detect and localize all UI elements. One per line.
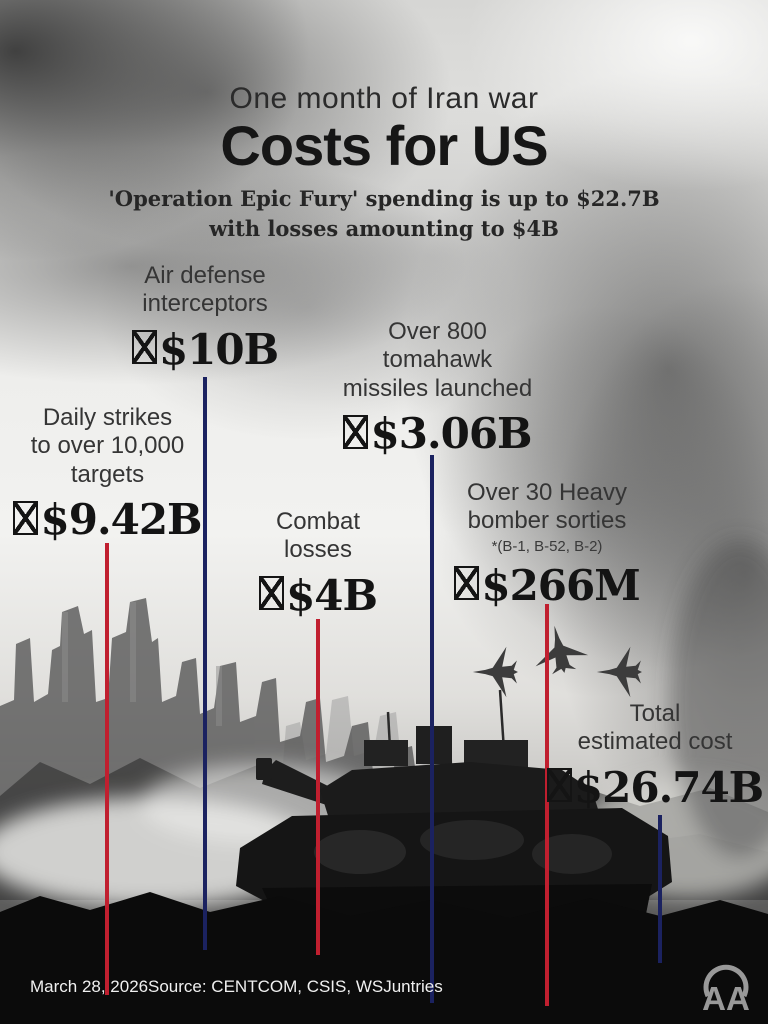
stat-value: $10B bbox=[85, 325, 325, 374]
battle-tank-silhouette bbox=[236, 689, 672, 954]
stat-label: Total estimated cost bbox=[577, 700, 733, 756]
stat-value-text: $4B bbox=[286, 570, 378, 620]
stat-label: Air defense interceptors bbox=[142, 262, 268, 318]
page-title: Costs for US bbox=[220, 114, 548, 177]
stat-value: $26.74B bbox=[545, 763, 765, 812]
stat-daily-strikes: Daily strikes to over 10,000 targets $9.… bbox=[0, 404, 215, 544]
stat-total-estimated-cost: Total estimated cost $26.74B bbox=[545, 700, 765, 812]
callout-line-air-defense bbox=[203, 377, 207, 950]
heavy-bomber-silhouettes bbox=[472, 620, 642, 698]
stat-air-defense-interceptors: Air defense interceptors $10B bbox=[85, 262, 325, 374]
stat-combat-losses: Combat losses $4B bbox=[208, 508, 428, 620]
stat-tomahawk-missiles: Over 800 tomahawk missiles launched $3.0… bbox=[315, 318, 560, 458]
anadolu-agency-logo: AA bbox=[702, 964, 750, 1017]
callout-line-total bbox=[658, 815, 662, 963]
stat-value-text: $3.06B bbox=[370, 408, 533, 458]
stat-label: Over 30 Heavy bomber sorties bbox=[466, 479, 628, 535]
missing-glyph-icon bbox=[454, 566, 480, 601]
stat-value-text: $10B bbox=[158, 324, 279, 374]
missing-glyph-icon bbox=[131, 330, 157, 365]
missing-glyph-icon bbox=[343, 414, 369, 449]
stat-value: $9.42B bbox=[0, 495, 215, 544]
stat-label: Combat losses bbox=[275, 508, 361, 564]
bomber-icon bbox=[596, 646, 642, 698]
stat-label: Daily strikes to over 10,000 targets bbox=[30, 404, 185, 488]
stat-bomber-sorties: Over 30 Heavy bomber sorties *(B-1, B-52… bbox=[427, 479, 667, 610]
kicker-title: One month of Iran war bbox=[229, 82, 539, 115]
stat-note: *(B-1, B-52, B-2) bbox=[491, 537, 603, 555]
missing-glyph-icon bbox=[258, 576, 284, 611]
bomber-icon bbox=[528, 620, 591, 679]
logo-letters: AA bbox=[702, 980, 750, 1017]
stat-value: $4B bbox=[208, 571, 428, 620]
missing-glyph-icon bbox=[546, 768, 572, 803]
missing-glyph-icon bbox=[13, 500, 39, 535]
subtitle: 'Operation Epic Fury' spending is up to … bbox=[108, 186, 660, 242]
stat-value-text: $26.74B bbox=[573, 762, 764, 812]
callout-line-combat-losses bbox=[316, 619, 320, 955]
stat-value: $266M bbox=[427, 561, 667, 610]
bomber-icon bbox=[472, 646, 518, 698]
foreground-rubble bbox=[0, 892, 768, 1024]
stat-value-text: $9.42B bbox=[40, 494, 203, 544]
stat-label: Over 800 tomahawk missiles launched bbox=[342, 318, 533, 402]
callout-line-daily-strikes bbox=[105, 543, 109, 995]
stat-value: $3.06B bbox=[315, 409, 560, 458]
stat-value-text: $266M bbox=[481, 560, 640, 610]
callout-line-bomber-sorties bbox=[545, 604, 549, 1006]
callout-line-tomahawk bbox=[430, 455, 434, 1003]
logo-arc bbox=[703, 964, 749, 998]
publish-date: March 28, 2026 bbox=[30, 977, 149, 996]
source-credit: Source: CENTCOM, CSIS, WSJuntries bbox=[148, 977, 443, 996]
